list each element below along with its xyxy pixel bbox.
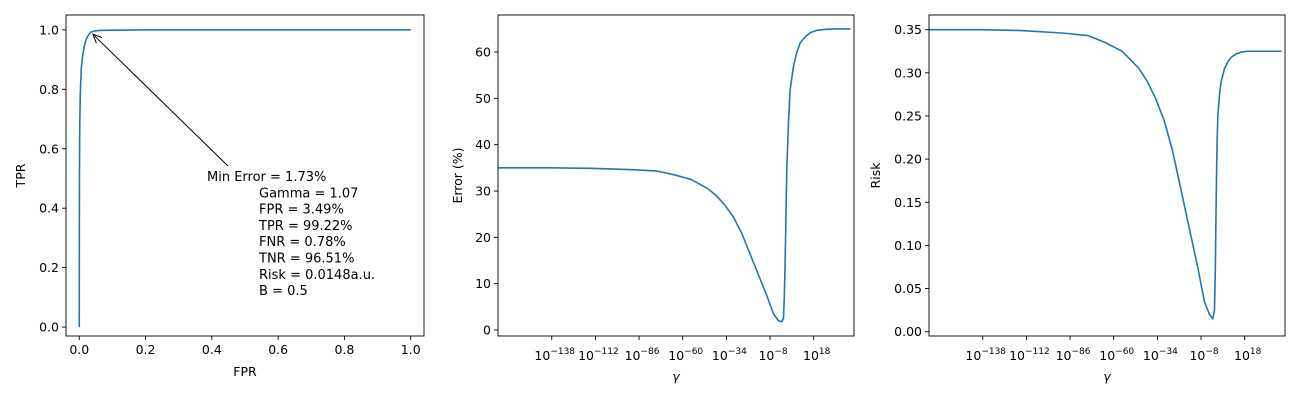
x-tick-label: 10−8 (1189, 347, 1218, 363)
y-tick-label: 0.05 (894, 281, 922, 296)
annotation-line: FPR = 3.49% (259, 203, 344, 218)
plot-frame (928, 14, 1286, 337)
x-tick-label: 0.0 (69, 342, 89, 357)
y-tick-label: 0.8 (39, 82, 59, 97)
error-vs-gamma-chart: 10−138 10−112 10−86 10−60 10−34 10−8 1018 0 10 20… (450, 14, 855, 384)
y-tick-label: 0.30 (894, 65, 922, 80)
x-tick-label: 10−34 (712, 347, 747, 363)
y-tick-label: 0.25 (894, 108, 922, 123)
annotation-line: Risk = 0.0148a.u. (259, 268, 375, 283)
annotation-line: Min Error = 1.73% (207, 170, 326, 185)
plot-frame (497, 14, 855, 337)
y-tick-label: 0.2 (39, 260, 59, 275)
y-tick-label: 0.6 (39, 141, 59, 156)
annotation-line: Gamma = 1.07 (259, 186, 358, 201)
plot-frame (65, 14, 425, 337)
y-tick-label: 0.00 (894, 324, 922, 339)
y-axis-label: Error (%) (450, 147, 465, 203)
y-tick-label: 30 (475, 184, 491, 199)
annotation-line: TNR = 96.51% (258, 252, 354, 267)
series-line (498, 28, 851, 323)
y-axis-label: Risk (868, 162, 883, 189)
x-tick-label: 1.0 (401, 342, 421, 357)
x-axis-label: γ (672, 369, 680, 384)
roc-chart: 0.0 0.2 0.4 0.6 0.8 1.0 0.0 0.2 0.4 0.6 0.8 1.0 FPR T… (13, 14, 425, 379)
y-tick-label: 50 (475, 91, 491, 106)
y-tick-label: 10 (475, 276, 491, 291)
x-tick-label: 1018 (1234, 347, 1262, 363)
y-axis-label: TPR (13, 163, 28, 188)
x-tick-label: 10−60 (668, 347, 703, 363)
y-tick-label: 0 (483, 322, 491, 337)
y-tick-label: 0.20 (894, 152, 922, 167)
y-tick-label: 0.15 (894, 195, 922, 210)
x-tick-label: 10−8 (758, 347, 787, 363)
x-tick-label: 10−138 (965, 347, 1006, 363)
y-tick-label: 0.35 (894, 22, 922, 37)
x-tick-label: 1018 (803, 347, 831, 363)
y-tick-label: 0.0 (39, 320, 59, 335)
y-tick-label: 20 (475, 230, 491, 245)
y-tick-label: 0.10 (894, 238, 922, 253)
y-tick-label: 60 (475, 45, 491, 60)
y-tick-label: 40 (475, 137, 491, 152)
x-axis-label: γ (1103, 369, 1111, 384)
x-tick-label: 10−60 (1099, 347, 1134, 363)
x-tick-label: 10−138 (534, 347, 575, 363)
x-tick-label: 0.2 (136, 342, 156, 357)
x-axis-label: FPR (233, 364, 257, 379)
x-tick-label: 0.6 (268, 342, 288, 357)
risk-vs-gamma-chart: 10−138 10−112 10−86 10−60 10−34 10−8 1018 0.00 0… (868, 14, 1286, 384)
series-line (929, 28, 1282, 320)
series-line (78, 29, 411, 328)
x-tick-label: 0.4 (202, 342, 222, 357)
annotation-arrow (93, 34, 229, 167)
x-tick-label: 10−112 (578, 347, 619, 363)
x-tick-label: 10−86 (625, 347, 660, 363)
y-tick-label: 1.0 (39, 22, 59, 37)
x-tick-label: 10−86 (1056, 347, 1091, 363)
annotation-line: FNR = 0.78% (259, 235, 346, 250)
annotation-line: TPR = 99.22% (258, 219, 353, 234)
annotation-line: B = 0.5 (259, 284, 308, 299)
x-tick-label: 10−112 (1009, 347, 1050, 363)
x-tick-label: 10−34 (1143, 347, 1178, 363)
y-tick-label: 0.4 (39, 201, 59, 216)
x-tick-label: 0.8 (334, 342, 354, 357)
